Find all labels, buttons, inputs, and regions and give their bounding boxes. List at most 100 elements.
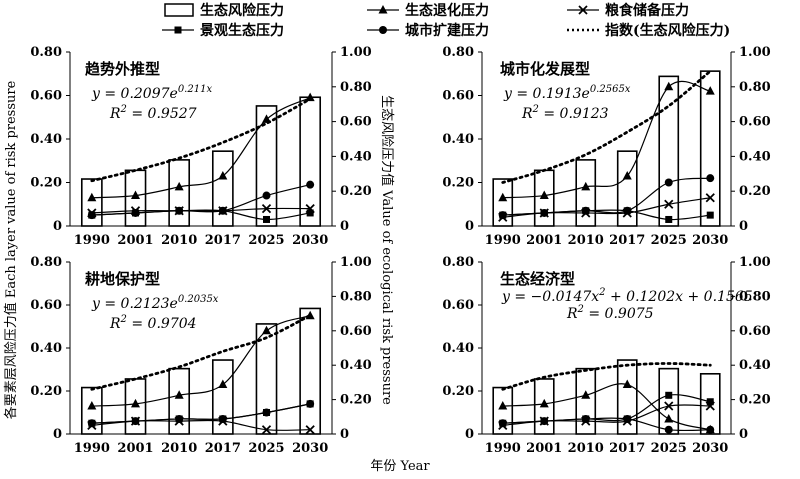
x-tick-label: 1990 [74,233,110,248]
series-point [87,192,97,202]
left-tick-label: 0 [465,219,474,234]
equation: y = −0.0147x2 + 0.1202x + 0.1565 [501,287,753,305]
series-line [91,315,311,407]
series-point [665,391,673,399]
x-tick-label: 2010 [161,441,197,456]
right-tick-label: 1.00 [739,255,771,270]
x-tick-label: 2001 [526,233,562,248]
series-point [87,211,96,220]
bar [575,367,597,435]
left-tick-label: 0.20 [442,384,474,399]
x-tick-label: 2030 [292,441,328,456]
right-tick-label: 0 [340,219,349,234]
series-point [539,190,549,200]
right-tick-label: 0.40 [739,358,771,373]
series-point [261,425,272,435]
x-tick-label: 2001 [526,441,562,456]
bar [616,150,638,227]
series-point [706,211,714,219]
left-tick-label: 0.40 [442,341,474,356]
series-point [218,206,227,215]
series-point [131,417,140,426]
bar [492,178,514,227]
series-point [131,398,140,408]
chart-panel: 0 0.20 0.40 0.60 0.80 0 0.20 0.40 0.60 0.80 1.00 19… [30,255,371,456]
bar [492,386,514,435]
bar [299,96,322,227]
legend-item: 生态退化压力 [367,2,489,19]
series-point [665,215,673,223]
series-point [306,180,315,189]
left-tick-label: 0.40 [30,132,62,147]
r-squared: R2 = 0.9527 [109,104,197,122]
series-point [218,379,228,389]
panel-title: 生态经济型 [500,270,575,288]
right-tick-label: 1.00 [340,255,372,270]
series-point [581,414,590,423]
series-point [705,86,715,95]
r-squared: R2 = 0.9123 [521,104,609,122]
bar [299,307,322,435]
legend-label: 生态退化压力 [405,2,489,19]
x-tick-label: 2025 [651,233,687,248]
left-tick-label: 0.60 [442,89,474,104]
legend-item: 指数(生态风险压力) [567,22,730,39]
right-tick-label: 0.40 [739,149,771,164]
bar [168,159,191,227]
legend-label: 景观生态压力 [200,22,284,39]
series-point [664,425,673,434]
series-line [502,394,711,424]
chart-panel: 0 0.20 0.40 0.60 0.80 0 0.20 0.40 0.60 0.80 1.00 19… [442,45,770,248]
x-tick-label: 2010 [161,233,197,248]
bar [255,323,278,435]
y-axis-label-left: 各要素层风险压力值 Each layer value of risk press… [3,80,19,419]
left-tick-label: 0.20 [30,176,62,191]
y-axis-label-right: 生态风险压力值 Value of ecological risk pressur… [379,95,395,405]
series-point [262,325,271,335]
x-tick-label: 1990 [485,441,521,456]
panel-title: 趋势外推型 [85,60,160,78]
bar [616,359,638,435]
x-tick-label: 2025 [651,441,687,456]
right-tick-label: 0.20 [340,393,372,408]
x-tick-label: 2030 [692,233,728,248]
x-tick-label: 2017 [609,441,645,456]
legend-item: 景观生态压力 [162,22,284,39]
series-line [91,97,311,199]
left-tick-label: 0 [53,427,62,442]
series-point [263,215,270,223]
series-point [664,199,674,209]
series-point [175,206,184,215]
series-point [581,206,590,215]
series-point [174,390,184,399]
series-point [664,401,674,411]
left-tick-label: 0.40 [30,341,62,356]
right-tick-label: 0.80 [340,289,372,304]
r-squared: R2 = 0.9704 [109,314,197,332]
x-tick-label: 2017 [205,233,241,248]
legend-label: 城市扩建压力 [405,22,489,39]
series-point [174,181,184,191]
series-point [498,211,507,220]
series-point [706,174,715,183]
axis-titles: 各要素层风险压力值 Each layer value of risk press… [3,80,430,474]
chart-panel: 0 0.20 0.40 0.60 0.80 0 0.20 0.40 0.60 0.80 1.00 19… [30,45,371,248]
right-tick-label: 0.40 [340,358,372,373]
left-tick-label: 0 [465,427,474,442]
left-tick-label: 0.20 [442,176,474,191]
bar [658,75,680,227]
series-point [498,192,508,202]
series-point [581,390,591,399]
left-tick-label: 0.80 [30,45,62,60]
right-tick-label: 0.20 [739,393,771,408]
series-point [539,398,549,408]
panels: 0 0.20 0.40 0.60 0.80 0 0.20 0.40 0.60 0.80 1.00 19… [30,45,770,456]
series-point [87,419,96,428]
right-tick-label: 0.40 [340,149,372,164]
series-point [706,425,715,434]
left-tick-label: 0.60 [442,298,474,313]
trend-line [90,97,312,183]
series-point [664,178,673,187]
series-point [261,203,272,214]
